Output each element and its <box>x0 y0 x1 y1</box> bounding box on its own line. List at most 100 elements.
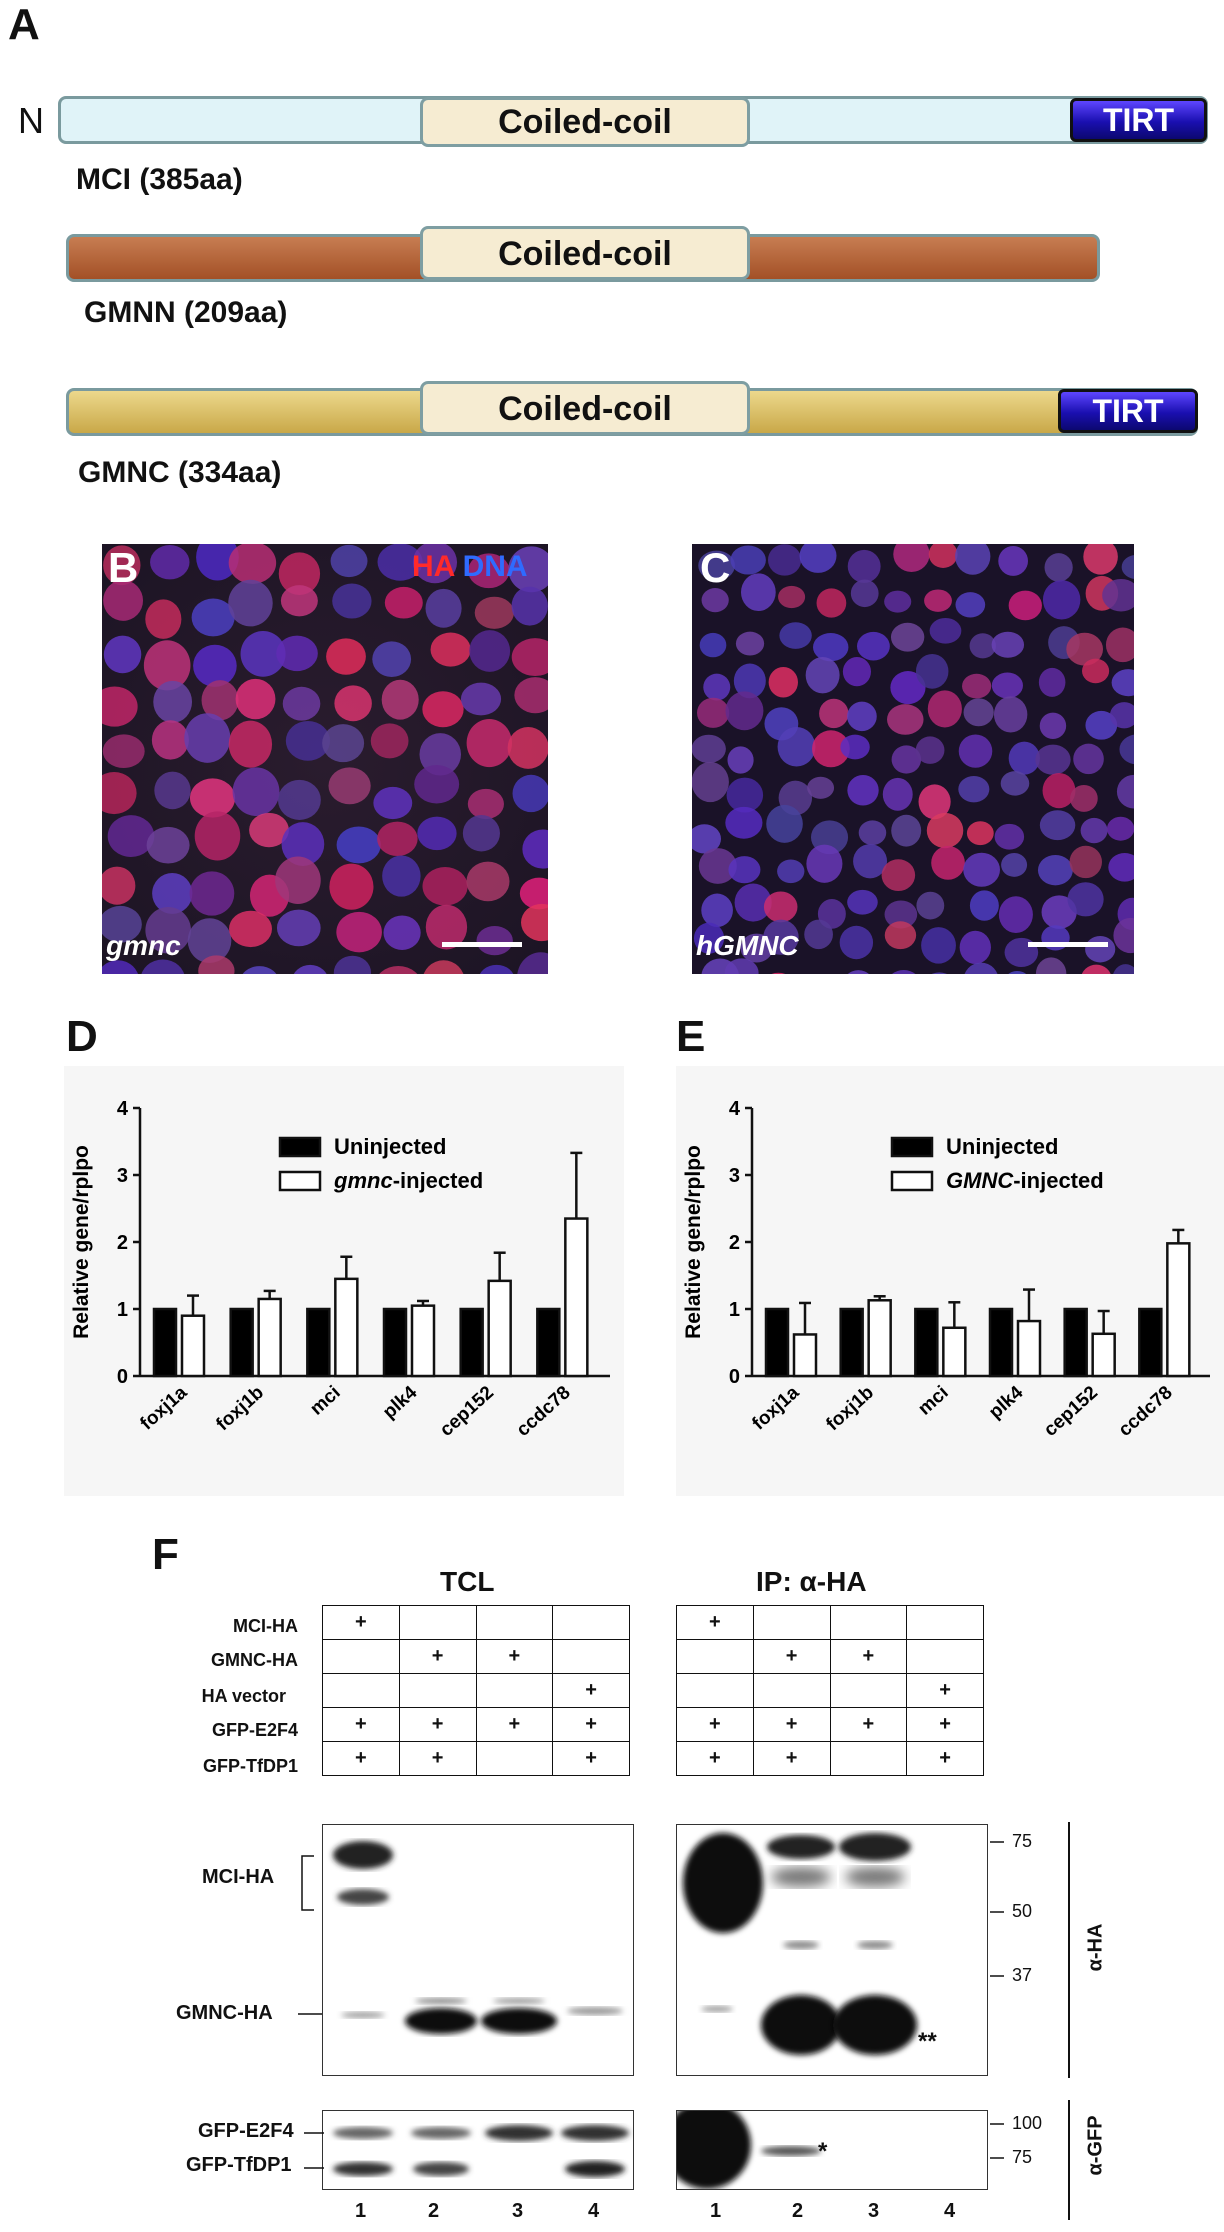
nucleus <box>377 544 423 581</box>
ip-grid-cell-r4-c1: + <box>752 1741 831 1776</box>
chart-e-bar-injected-foxj1b <box>867 1299 892 1378</box>
nucleus <box>962 673 992 699</box>
band-label-gfp-e2f4: GFP-E2F4 <box>198 2120 294 2142</box>
nucleus <box>425 904 468 950</box>
mw-100-gfp: 100 <box>1012 2113 1043 2133</box>
nucleus <box>511 586 548 626</box>
mci-ha-bracket <box>301 1855 314 1911</box>
lane-2-tcl: 2 <box>428 2200 440 2222</box>
nucleus <box>955 544 991 575</box>
nucleus <box>1073 743 1104 775</box>
nucleus <box>692 761 729 803</box>
nucleus <box>703 673 731 701</box>
nucleus <box>991 672 1023 699</box>
row-label-ha-vector: HA vector <box>201 1686 286 1706</box>
nucleus <box>517 952 548 974</box>
blot-ip-ha-bands <box>683 1833 917 2055</box>
nucleus <box>890 671 926 705</box>
chart-e-y-tick-label: 1 <box>729 1299 740 1321</box>
single-star: * <box>818 2138 828 2165</box>
nucleus <box>701 588 729 613</box>
nucleus <box>1041 895 1077 929</box>
nucleus <box>189 778 236 818</box>
row-label-mci-ha: MCI-HA <box>233 1616 298 1636</box>
nucleus <box>229 910 272 948</box>
nucleus <box>146 826 190 864</box>
nucleus <box>916 891 945 920</box>
chart-d-legend-injected: gmnc-injected <box>333 1168 483 1193</box>
nucleus <box>522 829 548 869</box>
nucleus <box>777 859 805 884</box>
nucleus <box>1082 658 1110 684</box>
nucleus <box>143 640 191 691</box>
nucleus <box>507 727 548 769</box>
nucleus <box>929 617 962 644</box>
tcl-title: TCL <box>440 1566 495 1597</box>
nucleus <box>1039 810 1076 841</box>
tcl-grid-cell-r2-c0 <box>322 1673 400 1708</box>
chart-e-y-tick-label: 2 <box>729 1232 740 1254</box>
chart-e-legend-uninjected: Uninjected <box>946 1134 1058 1159</box>
antibody-lines <box>1068 1822 1070 2220</box>
panel-d-letter: D <box>66 1012 98 1061</box>
nucleus <box>813 633 849 662</box>
chart-e-legend-swatch-injected <box>890 1170 934 1192</box>
nucleus <box>102 734 145 769</box>
nucleus <box>963 698 994 727</box>
nucleus <box>383 915 421 950</box>
chart-d-bar-injected-cep152 <box>487 1279 512 1378</box>
chart-e-bar-uninjected-ccdc78 <box>1138 1307 1163 1378</box>
chart-e-legend-injected: GMNC-injected <box>946 1168 1104 1193</box>
nucleus <box>423 960 464 974</box>
nucleus <box>154 771 191 810</box>
ip-grid-cell-r3-c0: + <box>676 1707 754 1742</box>
panel-f-letter: F <box>152 1530 179 1579</box>
nucleus <box>275 856 321 904</box>
ip-grid-cell-r1-c1: + <box>752 1639 831 1674</box>
scale-bar-b <box>442 942 522 947</box>
nucleus <box>242 966 277 974</box>
nucleus <box>276 909 321 947</box>
nucleus <box>1000 771 1030 796</box>
nucleus <box>430 632 471 667</box>
chart-e-category-label: foxj1a <box>748 1382 803 1435</box>
nucleus <box>102 905 142 943</box>
ip-grid-cell-r4-c0: + <box>676 1741 754 1776</box>
ip-grid-cell-r0-c3 <box>906 1605 984 1640</box>
nucleus <box>422 691 464 728</box>
nucleus <box>379 966 418 974</box>
nucleus <box>812 730 850 768</box>
nucleus <box>373 786 413 820</box>
panel-b-letter: B <box>108 544 139 591</box>
tcl-grid-cell-r4-c0: + <box>322 1741 400 1776</box>
nucleus <box>847 774 879 806</box>
nucleus <box>931 845 965 880</box>
nucleus <box>467 788 504 820</box>
chart-d-category-label: mci <box>306 1382 344 1420</box>
gfp-tfdp1-tick <box>304 2167 324 2169</box>
chart-d-bar-injected-foxj1b <box>257 1297 282 1378</box>
tcl-grid-cell-r3-c2: + <box>475 1707 554 1742</box>
nucleus <box>512 774 548 813</box>
nucleus <box>1066 632 1104 666</box>
nucleus <box>804 919 833 950</box>
ip-grid-cell-r3-c1: + <box>752 1707 831 1742</box>
nucleus <box>328 767 371 805</box>
nucleus <box>993 696 1028 733</box>
nucleus <box>921 927 956 964</box>
nucleus <box>1069 845 1102 879</box>
chart-d-legend-swatch-injected <box>278 1170 322 1192</box>
nucleus <box>847 549 881 583</box>
nucleus <box>228 720 273 768</box>
chart-e-category-label: foxj1b <box>822 1382 878 1435</box>
nucleus <box>382 855 421 897</box>
ip-grid-cell-r2-c2 <box>829 1673 908 1708</box>
nucleus <box>460 682 502 716</box>
tcl-grid-cell-r3-c3: + <box>552 1707 630 1742</box>
ip-grid-cell-r4-c3: + <box>906 1741 984 1776</box>
nucleus <box>332 583 372 619</box>
tcl-grid-cell-r1-c1: + <box>398 1639 477 1674</box>
mw-ticks <box>990 1841 1004 2159</box>
nucleus <box>881 859 916 892</box>
chart-e-bar-uninjected-foxj1a <box>764 1307 790 1378</box>
